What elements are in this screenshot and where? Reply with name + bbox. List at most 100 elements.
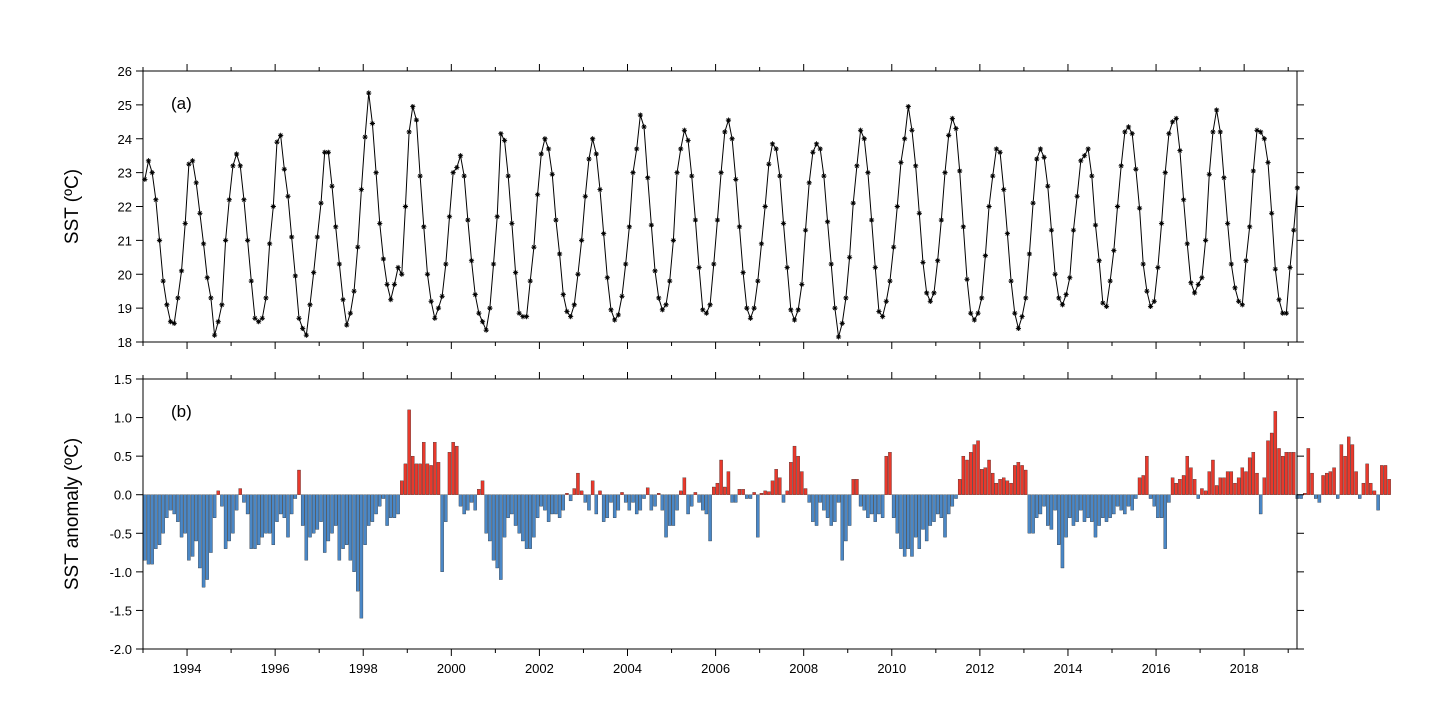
sst-point-marker [1265, 159, 1271, 166]
sst-point-marker [395, 264, 401, 271]
sst-point-marker [891, 244, 897, 250]
sst-point-marker [938, 217, 944, 223]
anomaly-bar-negative [568, 494, 573, 502]
anomaly-bar-negative [825, 494, 830, 518]
sst-point-marker [729, 136, 735, 142]
sst-point-marker [1269, 210, 1275, 216]
anomaly-bar-positive [1387, 479, 1391, 495]
anomaly-bar-positive [1247, 457, 1252, 495]
sst-point-marker [1045, 183, 1051, 189]
anomaly-bar-negative [913, 494, 918, 538]
sst-point-marker [1261, 136, 1267, 142]
anomaly-bar-positive [1354, 471, 1358, 495]
sst-point-marker [505, 173, 511, 179]
anomaly-bar-negative [341, 494, 345, 549]
anomaly-bar-positive [1020, 465, 1024, 495]
anomaly-bar-negative [616, 494, 621, 511]
anomaly-bar-negative [249, 494, 253, 549]
anomaly-bar-negative [172, 494, 176, 515]
anomaly-bar-positive [1350, 444, 1355, 495]
anomaly-bar-negative [1068, 494, 1072, 518]
sst-point-marker [971, 317, 977, 323]
sst-point-marker [259, 315, 265, 321]
anomaly-bar-negative [506, 494, 510, 518]
anomaly-bar-negative [256, 494, 261, 545]
anomaly-bar-negative [513, 494, 518, 526]
sst-point-marker [876, 308, 882, 315]
sst-point-marker [1225, 220, 1231, 227]
anomaly-bar-negative [521, 494, 525, 542]
anomaly-bar-negative [583, 494, 587, 503]
sst-point-marker [557, 251, 563, 257]
sst-point-marker [1059, 302, 1066, 308]
anomaly-bar-negative [1086, 494, 1090, 518]
sst-point-marker [534, 192, 541, 198]
anomaly-bar-positive [1203, 490, 1208, 495]
sst-point-marker [457, 153, 464, 159]
sst-point-marker [292, 273, 298, 279]
sst-point-marker [630, 170, 636, 176]
anomaly-bar-negative [858, 494, 863, 507]
anomaly-bar-negative [1163, 494, 1167, 549]
anomaly-bar-positive [1145, 455, 1149, 495]
sst-point-marker [274, 139, 280, 145]
sst-point-marker [340, 297, 346, 303]
sst-point-marker [167, 319, 174, 325]
sst-point-marker [733, 176, 739, 182]
sst-point-marker [1239, 302, 1245, 308]
anomaly-bar-negative [367, 494, 371, 526]
sst-point-marker [846, 254, 853, 260]
anomaly-bar-positive [712, 486, 716, 495]
sst-point-marker [384, 281, 390, 288]
y-tick-label: 19 [118, 301, 132, 316]
sst-point-marker [1030, 200, 1036, 206]
anomaly-bar-positive [1244, 471, 1248, 495]
anomaly-bar-negative [954, 494, 958, 499]
anomaly-bar-negative [524, 494, 529, 549]
sst-point-marker [1151, 298, 1157, 304]
anomaly-bar-positive [998, 479, 1002, 495]
anomaly-bar-positive [429, 465, 433, 495]
anomaly-bar-positive [679, 490, 683, 495]
sst-point-marker [1048, 227, 1055, 233]
y-tick-label: 18 [118, 335, 132, 350]
anomaly-bar-negative [1152, 494, 1156, 507]
anomaly-bar-positive [1291, 452, 1296, 495]
anomaly-bar-negative [491, 494, 496, 561]
sst-point-marker [674, 170, 680, 176]
sst-point-marker [593, 151, 599, 157]
anomaly-bar-positive [1225, 471, 1230, 495]
anomaly-bar-negative [946, 494, 951, 515]
sst-point-marker [1210, 129, 1216, 135]
anomaly-bar-negative [873, 494, 877, 522]
sst-point-marker [542, 136, 548, 142]
anomaly-bar-positive [1303, 493, 1307, 495]
sst-point-marker [931, 290, 937, 296]
sst-point-marker [1254, 127, 1260, 133]
sst-point-marker [314, 234, 320, 240]
sst-point-marker [564, 308, 570, 315]
anomaly-bar-negative [359, 494, 364, 619]
anomaly-bar-negative [1130, 494, 1134, 511]
anomaly-bar-positive [1372, 490, 1377, 495]
sst-point-marker [1250, 168, 1256, 174]
anomaly-bar-negative [462, 494, 466, 515]
anomaly-bar-positive [888, 452, 892, 495]
anomaly-bar-negative [1071, 494, 1076, 526]
sst-point-marker [237, 163, 243, 169]
sst-point-marker [369, 120, 376, 127]
anomaly-bar-positive [1200, 488, 1204, 495]
anomaly-bar-negative [253, 494, 257, 549]
anomaly-bar-negative [1090, 494, 1094, 522]
sst-point-marker [432, 315, 438, 321]
sst-point-marker [597, 186, 603, 193]
anomaly-bar-positive [579, 490, 584, 495]
sst-point-marker [267, 241, 273, 247]
anomaly-bar-positive [572, 488, 576, 495]
sst-point-marker [839, 320, 845, 326]
sst-point-marker [960, 224, 966, 230]
anomaly-bar-positive [1273, 411, 1278, 495]
anomaly-bar-negative [440, 494, 444, 572]
sst-point-marker [1019, 313, 1025, 320]
sst-point-marker [358, 186, 364, 193]
